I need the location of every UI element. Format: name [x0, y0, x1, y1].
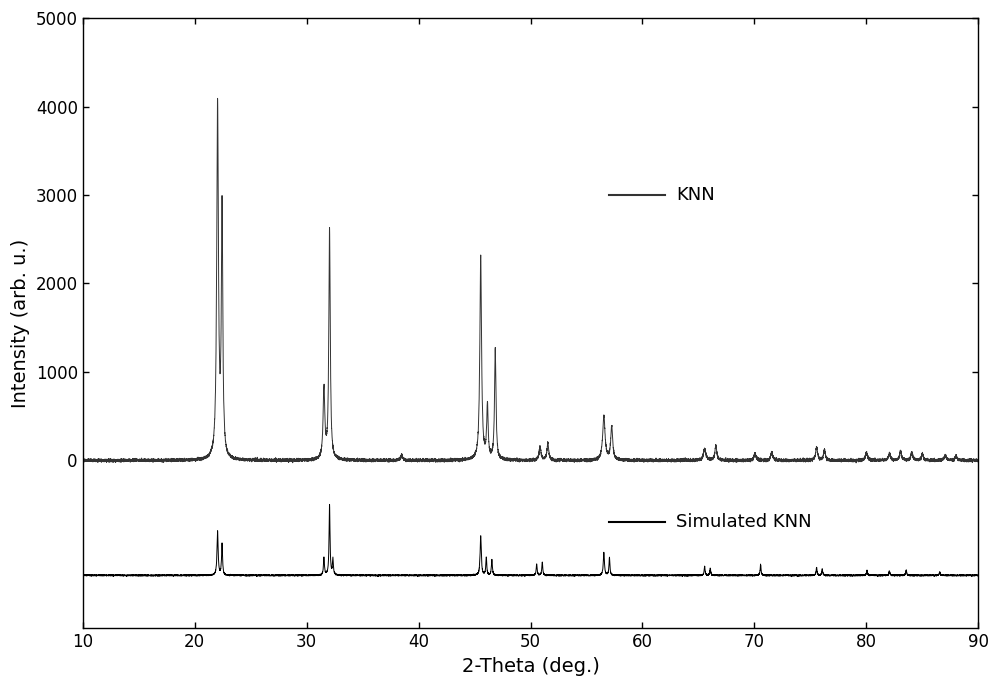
Y-axis label: Intensity (arb. u.): Intensity (arb. u.)	[11, 238, 30, 408]
X-axis label: 2-Theta (deg.): 2-Theta (deg.)	[462, 657, 599, 676]
Text: Simulated KNN: Simulated KNN	[676, 513, 812, 531]
Text: KNN: KNN	[676, 186, 715, 204]
